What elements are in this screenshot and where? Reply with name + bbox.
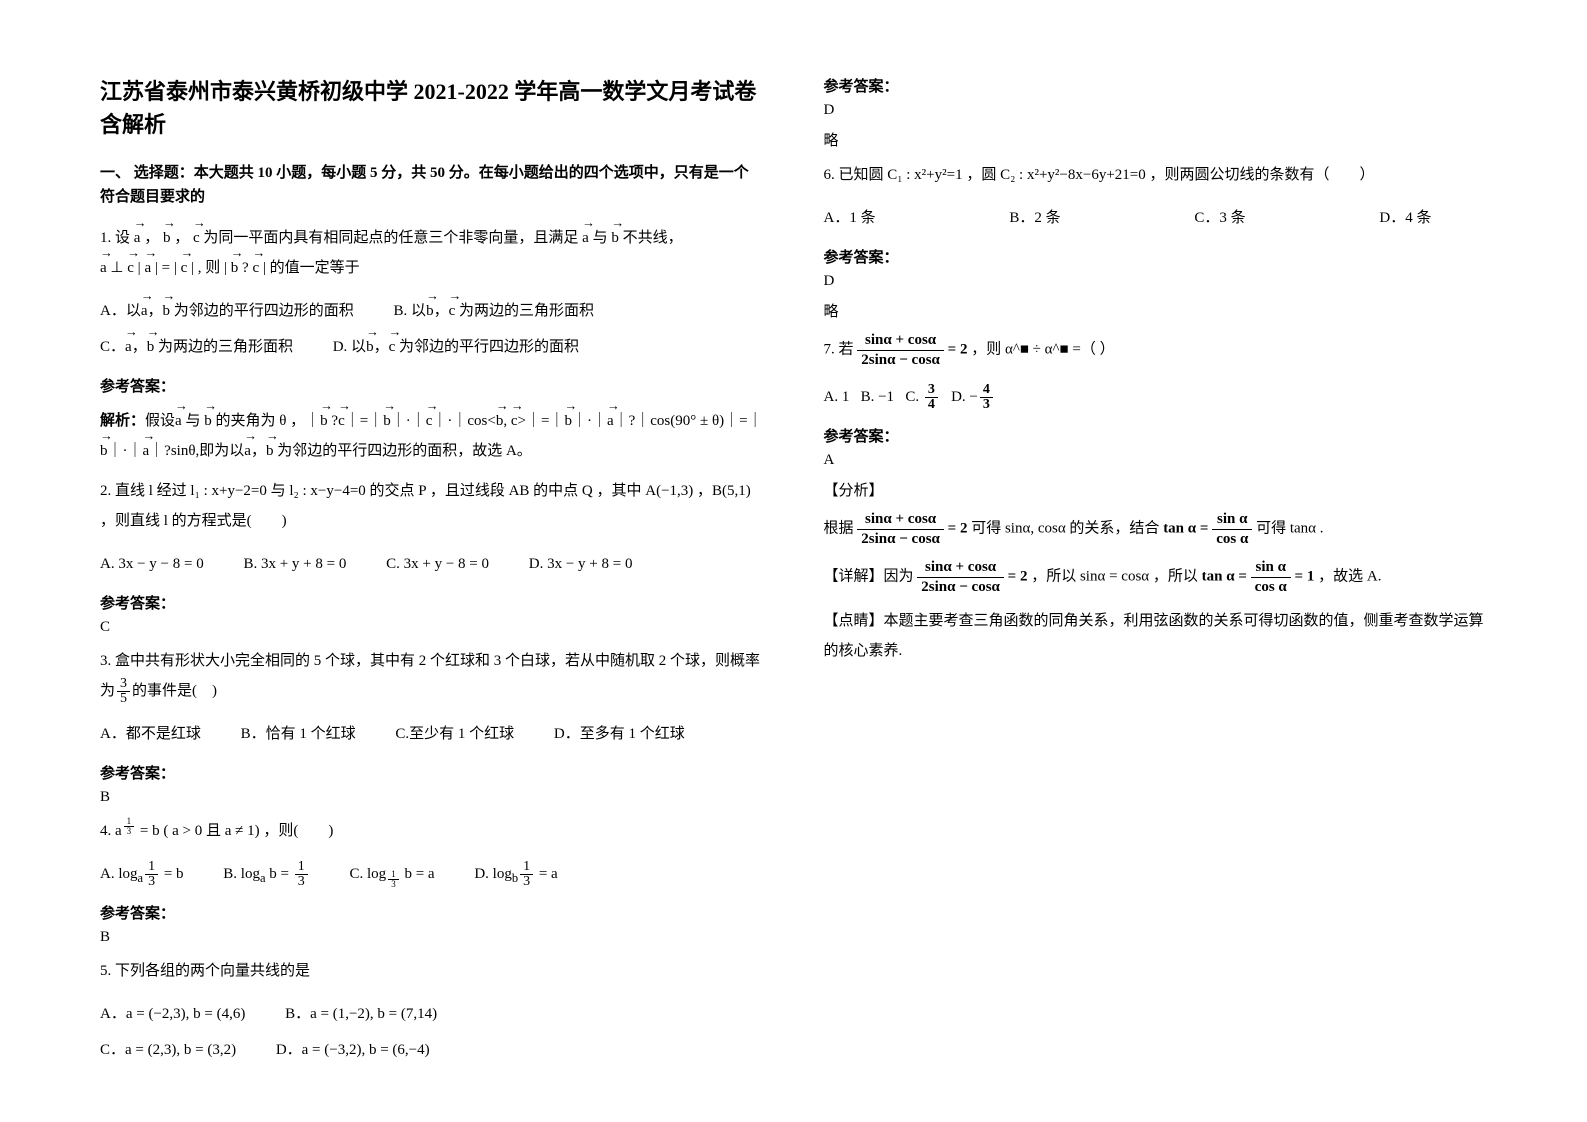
q7-ans-label: 参考答案： xyxy=(824,425,1488,446)
q1-stem-f: | , 则 | xyxy=(191,260,231,276)
q7-an-frac1: sinα + cosα2sinα − cosα xyxy=(857,510,944,548)
q3-ans: B xyxy=(100,789,764,806)
q5-optB: B．a = (1,−2), b = (7,14) xyxy=(285,996,437,1032)
q5-optA: A．a = (−2,3), b = (4,6) xyxy=(100,996,245,1032)
section-1-head: 一、 选择题：本大题共 10 小题，每小题 5 分，共 50 分。在每小题给出的… xyxy=(100,161,764,209)
q7-ans: A xyxy=(824,452,1488,469)
q2-optA: A. 3x − y − 8 = 0 xyxy=(100,546,204,582)
q3-optD: D．至多有 1 个红球 xyxy=(554,716,685,752)
q1-stem-h: | 的值一定等于 xyxy=(263,260,360,276)
q7-analysis-1: 根据 sinα + cosα2sinα − cosα = 2 可得 sinα, … xyxy=(824,510,1488,548)
q7-options: A. 1 B. −1 C. 34 D. −43 xyxy=(824,379,1488,415)
q1-optB: B. 以b，c 为两边的三角形面积 xyxy=(394,293,594,329)
vec-b3: b xyxy=(231,253,239,283)
vec-a3: a xyxy=(100,253,107,283)
q6-optA: A．1 条 xyxy=(824,200,876,236)
q7-det-frac2: sin αcos α xyxy=(1251,558,1291,596)
vec-c2: c xyxy=(127,253,134,283)
question-1: 1. 设 a ， b ， c 为同一平面内具有相同起点的任意三个非零向量，且满足… xyxy=(100,223,764,283)
q2-options: A. 3x − y − 8 = 0 B. 3x + y + 8 = 0 C. 3… xyxy=(100,546,764,582)
vec-c4: c xyxy=(252,253,259,283)
vec-b2: b xyxy=(611,223,619,253)
q6-options: A．1 条 B．2 条 C．3 条 D．4 条 xyxy=(824,200,1488,236)
q7-frac: sinα + cosα2sinα − cosα xyxy=(857,331,944,369)
vec-a4: a xyxy=(144,253,151,283)
q7-analysis-label: 【分析】 xyxy=(824,479,1488,500)
q7-optB: B. −1 xyxy=(861,389,894,405)
q6-optB: B．2 条 xyxy=(1009,200,1060,236)
q3-optB: B．恰有 1 个红球 xyxy=(241,716,356,752)
q5-options: A．a = (−2,3), b = (4,6) B．a = (1,−2), b … xyxy=(100,996,764,1068)
q4-ans: B xyxy=(100,929,764,946)
q7-an1a: 根据 xyxy=(824,520,858,536)
exam-title: 江苏省泰州市泰兴黄桥初级中学 2021-2022 学年高一数学文月考试卷含解析 xyxy=(100,75,764,141)
q6-ans: D xyxy=(824,273,1488,290)
question-4: 4. a13 = b ( a > 0 且 a ≠ 1) ，则( ) xyxy=(100,816,764,846)
q3-optC: C.至少有 1 个红球 xyxy=(395,716,514,752)
q1-analysis: 解析：假设a 与 b 的夹角为 θ ，｜b ?c｜=｜b｜·｜c｜·｜cos<b… xyxy=(100,406,764,466)
q6-optD: D．4 条 xyxy=(1379,200,1431,236)
q7-det-frac1: sinα + cosα2sinα − cosα xyxy=(917,558,1004,596)
q6-ans-label: 参考答案： xyxy=(824,246,1488,267)
q1-optD: D. 以b，c 为邻边的平行四边形的面积 xyxy=(333,329,579,365)
q1-optA: A．以a，b 为邻边的平行四边形的面积 xyxy=(100,293,354,329)
q3-optA: A．都不是红球 xyxy=(100,716,201,752)
q5-extra: 略 xyxy=(824,129,1488,150)
q7-optC: C. 34 xyxy=(905,389,940,405)
q1-stem-c: 不共线， xyxy=(623,230,683,246)
q1-stem-b: 为同一平面内具有相同起点的任意三个非零向量，且满足 xyxy=(203,230,578,246)
q2-ans: C xyxy=(100,619,764,636)
q7-optD: D. −43 xyxy=(951,389,995,405)
question-6: 6. 已知圆 C₁ : x²+y²=1 ，圆 C₂ : x²+y²−8x−6y+… xyxy=(824,160,1488,190)
q2-optC: C. 3x + y − 8 = 0 xyxy=(386,546,489,582)
q7-an1c: 可得 tanα . xyxy=(1256,520,1323,536)
q1-ans-label: 参考答案： xyxy=(100,375,764,396)
q3-options: A．都不是红球 B．恰有 1 个红球 C.至少有 1 个红球 D．至多有 1 个… xyxy=(100,716,764,752)
q7-an1b: 可得 sinα, cosα 的关系，结合 xyxy=(971,520,1163,536)
vec-b: b xyxy=(163,223,171,253)
q1-stem-d: | xyxy=(138,260,145,276)
q5-ans-label: 参考答案： xyxy=(824,75,1488,96)
question-2: 2. 直线 l 经过 l₁ : x+y−2=0 与 l₂ : x−y−4=0 的… xyxy=(100,476,764,536)
q5-ans: D xyxy=(824,102,1488,119)
q4-optD: D. logb13 = a xyxy=(474,856,557,892)
q4-optA: A. loga13 = b xyxy=(100,856,184,892)
question-7: 7. 若 sinα + cosα2sinα − cosα = 2 ，则 α^■ … xyxy=(824,331,1488,369)
q7-an-frac2: sin αcos α xyxy=(1212,510,1252,548)
q7-detb: ，所以 sinα = cosα ，所以 xyxy=(1031,568,1201,584)
q1-stem-g: ? xyxy=(242,260,249,276)
q1-optC: C．a，b 为两边的三角形面积 xyxy=(100,329,293,365)
q4-optB: B. loga b = 13 xyxy=(223,856,309,892)
vec-a2: a xyxy=(582,223,589,253)
q7-detlabel: 【详解】因为 xyxy=(824,568,918,584)
q2-optD: D. 3x − y + 8 = 0 xyxy=(529,546,633,582)
vec-c: c xyxy=(193,223,200,253)
q1-options: A．以a，b 为邻边的平行四边形的面积 B. 以b，c 为两边的三角形面积 C．… xyxy=(100,293,764,365)
q3-ans-label: 参考答案： xyxy=(100,762,764,783)
q6-optC: C．3 条 xyxy=(1194,200,1245,236)
vec-c3: c xyxy=(181,253,188,283)
question-3: 3. 盒中共有形状大小完全相同的 5 个球，其中有 2 个红球和 3 个白球，若… xyxy=(100,646,764,706)
q5-optC: C．a = (2,3), b = (3,2) xyxy=(100,1032,236,1068)
q5-optD: D．a = (−3,2), b = (6,−4) xyxy=(276,1032,430,1068)
q7-point: 【点睛】本题主要考查三角函数的同角关系，利用弦函数的关系可得切函数的值，侧重考查… xyxy=(824,606,1488,666)
q7-detc: ，故选 A. xyxy=(1318,568,1381,584)
q7-detail: 【详解】因为 sinα + cosα2sinα − cosα = 2 ，所以 s… xyxy=(824,558,1488,596)
q2-optB: B. 3x + y + 8 = 0 xyxy=(243,546,346,582)
q7-pre: 7. 若 xyxy=(824,341,858,357)
q7-optA: A. 1 xyxy=(824,389,850,405)
q4-ans-label: 参考答案： xyxy=(100,902,764,923)
q6-extra: 略 xyxy=(824,300,1488,321)
q1-stem-e: | = | xyxy=(155,260,181,276)
q2-ans-label: 参考答案： xyxy=(100,592,764,613)
q7-post: ，则 α^■ ÷ α^■ =（ ） xyxy=(971,341,1114,357)
question-5: 5. 下列各组的两个向量共线的是 xyxy=(100,956,764,986)
q4-optC: C. log13 b = a xyxy=(350,856,435,892)
q4-options: A. loga13 = b B. loga b = 13 C. log13 b … xyxy=(100,856,764,892)
